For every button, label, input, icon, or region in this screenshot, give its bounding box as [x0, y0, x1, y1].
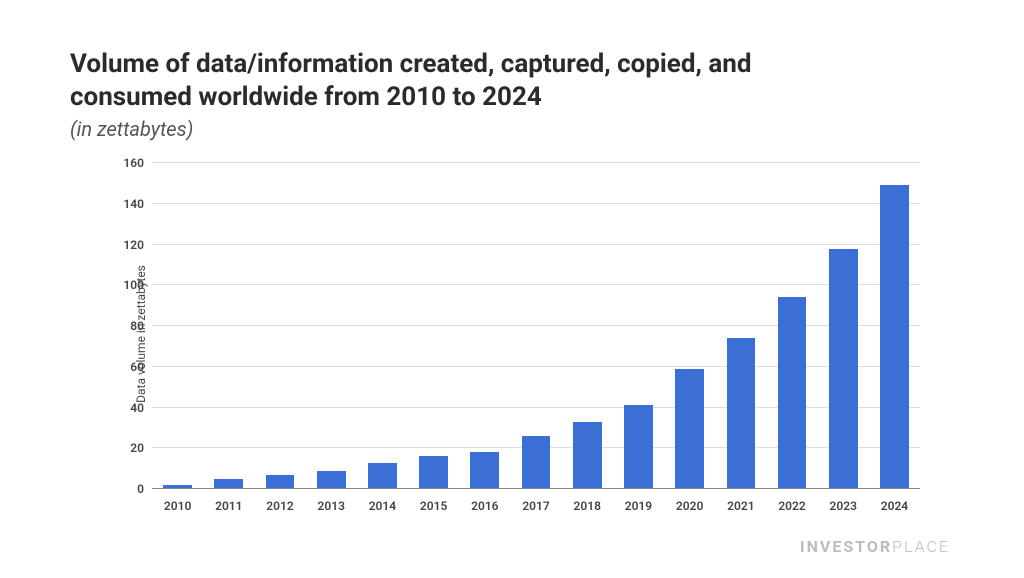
x-tick-label: 2012 [254, 493, 305, 519]
x-tick-label: 2023 [818, 493, 869, 519]
y-tick-label: 40 [130, 401, 152, 415]
bar [778, 297, 807, 489]
x-tick-label: 2010 [152, 493, 203, 519]
x-tick-label: 2020 [664, 493, 715, 519]
bar-slot [510, 163, 561, 489]
bar-slot [459, 163, 510, 489]
y-tick-label: 80 [130, 319, 152, 333]
y-tick-label: 140 [123, 197, 152, 211]
x-tick-label: 2017 [510, 493, 561, 519]
x-tick-label: 2024 [869, 493, 920, 519]
bar [317, 471, 346, 489]
bar [624, 405, 653, 489]
bar-slot [613, 163, 664, 489]
bar-slot [869, 163, 920, 489]
bar [573, 422, 602, 489]
x-tick-label: 2022 [766, 493, 817, 519]
bar [522, 436, 551, 489]
bar-slot [203, 163, 254, 489]
bar-slot [306, 163, 357, 489]
x-tick-label: 2013 [306, 493, 357, 519]
x-tick-label: 2011 [203, 493, 254, 519]
chart-title: Volume of data/information created, capt… [70, 48, 830, 113]
y-tick-label: 160 [123, 156, 152, 170]
x-tick-label: 2016 [459, 493, 510, 519]
y-tick-label: 20 [130, 441, 152, 455]
plot-area: 020406080100120140160 [152, 163, 920, 489]
x-tick-label: 2014 [357, 493, 408, 519]
chart: Data volume in zettabytes 02040608010012… [100, 149, 920, 519]
bar [266, 475, 295, 489]
bar [727, 338, 756, 489]
bar-slot [562, 163, 613, 489]
bar-slot [818, 163, 869, 489]
y-tick-label: 60 [130, 360, 152, 374]
brand-bold: INVESTOR [800, 537, 892, 556]
bar [419, 456, 448, 489]
y-tick-label: 120 [123, 238, 152, 252]
x-tick-label: 2019 [613, 493, 664, 519]
bar [829, 249, 858, 489]
bar-slot [664, 163, 715, 489]
bars-container [152, 163, 920, 489]
x-tick-label: 2015 [408, 493, 459, 519]
bar-slot [254, 163, 305, 489]
bar-slot [715, 163, 766, 489]
bar-slot [152, 163, 203, 489]
x-axis-line [152, 488, 920, 489]
x-tick-label: 2021 [715, 493, 766, 519]
brand-watermark: INVESTORPLACE [800, 537, 950, 556]
bar [880, 185, 909, 489]
x-tick-label: 2018 [562, 493, 613, 519]
y-tick-label: 100 [123, 278, 152, 292]
page: Volume of data/information created, capt… [0, 0, 1024, 578]
bar-slot [357, 163, 408, 489]
bar-slot [408, 163, 459, 489]
bar-slot [766, 163, 817, 489]
bar [368, 463, 397, 489]
bar [470, 452, 499, 489]
x-axis-labels: 2010201120122013201420152016201720182019… [152, 493, 920, 519]
y-tick-label: 0 [137, 482, 152, 496]
bar [675, 369, 704, 489]
brand-light: PLACE [892, 537, 950, 556]
chart-subtitle: (in zettabytes) [70, 117, 954, 141]
